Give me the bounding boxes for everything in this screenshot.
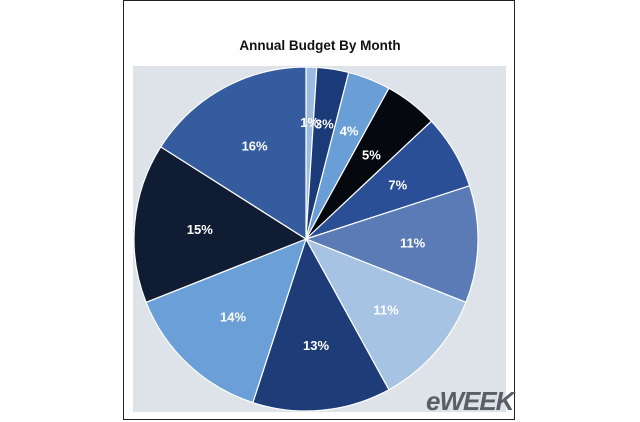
slice-label-4: 5% (362, 148, 381, 163)
slice-label-8: 13% (303, 338, 329, 353)
slice-label-5: 7% (388, 178, 407, 193)
pie-slice-9 (145, 237, 307, 404)
slice-label-9: 14% (220, 310, 246, 325)
pie-slice-6 (304, 185, 479, 304)
slice-label-3: 4% (340, 123, 359, 138)
slice-label-1: 1% (300, 115, 319, 130)
slice-label-7: 11% (373, 303, 399, 318)
pie-labels: 1%3% 4%5% 7% 11% 11% 13% 14% 15% 16% (187, 115, 426, 353)
slice-label-10: 15% (187, 222, 213, 237)
pie-slice-7 (304, 237, 467, 391)
slice-label-11: 16% (242, 139, 268, 154)
pie-slice-8 (252, 237, 390, 412)
chart-title: Annual Budget By Month (239, 38, 401, 53)
pie-slice-10 (133, 146, 308, 304)
pie-slices (133, 66, 479, 412)
pie-slice-11 (159, 66, 307, 241)
eweek-logo: eWEEK (426, 386, 514, 416)
slice-label-6: 11% (400, 235, 426, 250)
slice-label-2: 3% (315, 117, 334, 132)
